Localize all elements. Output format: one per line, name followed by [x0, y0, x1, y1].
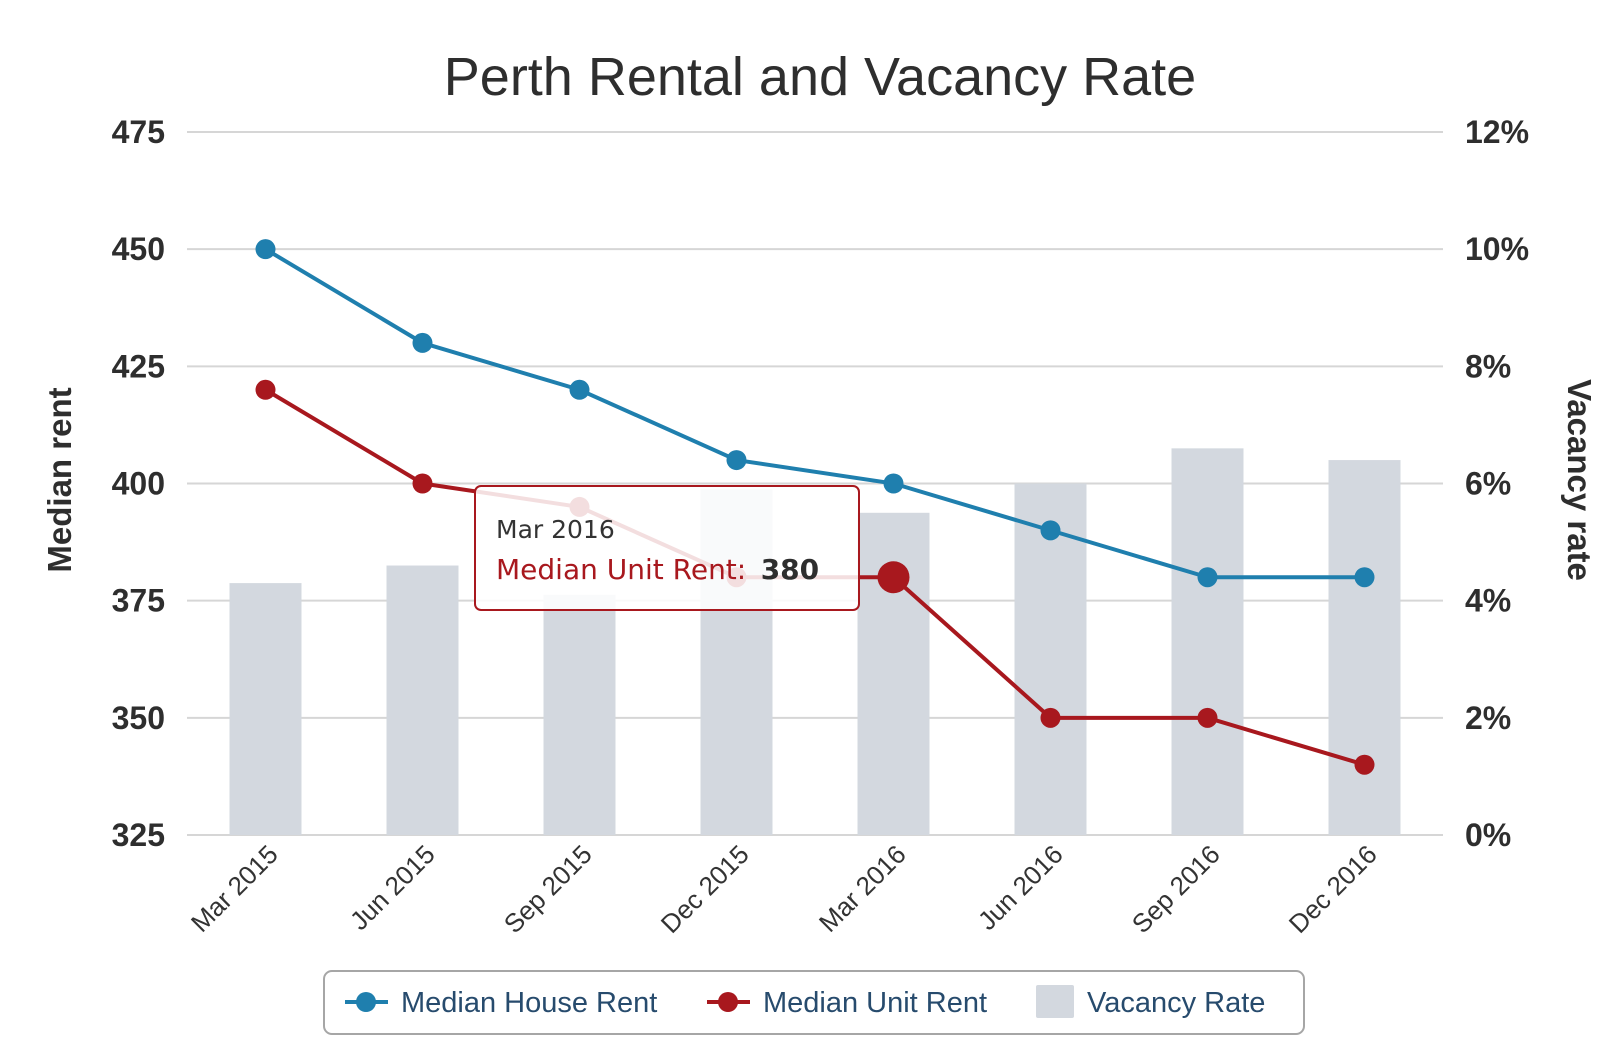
x-tick-label: Mar 2015 [185, 839, 284, 938]
vacancy-bar [229, 583, 302, 835]
y-right-tick-label: 6% [1465, 466, 1511, 502]
grid [187, 131, 1443, 836]
chart-title: Perth Rental and Vacancy Rate [444, 47, 1196, 107]
x-axis: Mar 2015 Jun 2015 Sep 2015 Dec 2015 Mar 2016… [185, 839, 1383, 939]
data-point [726, 450, 747, 471]
data-point [877, 561, 910, 594]
data-point [255, 379, 276, 400]
y-right-tick-label: 12% [1465, 114, 1529, 150]
vacancy-bar [857, 512, 930, 835]
y-left-tick-label: 425 [112, 348, 165, 384]
y-right-tick-label: 4% [1465, 583, 1511, 619]
data-point [883, 473, 904, 494]
legend-swatch-bar [1036, 985, 1074, 1018]
y-left-tick-label: 350 [112, 700, 165, 736]
x-tick-label: Sep 2016 [1126, 839, 1226, 939]
legend-item-house-rent[interactable]: Median House Rent [345, 987, 657, 1019]
y-right-tick-label: 2% [1465, 700, 1511, 736]
y-left-tick-label: 375 [112, 583, 165, 619]
y-left-tick-label: 400 [112, 466, 165, 502]
legend-swatch-marker [718, 992, 738, 1012]
y-right-tick-label: 8% [1465, 348, 1511, 384]
data-point [569, 379, 590, 400]
tooltip-box [474, 485, 860, 611]
x-tick-label: Dec 2016 [1283, 839, 1383, 939]
tooltip-value: 380 [761, 553, 819, 586]
data-point [255, 239, 276, 260]
x-tick-label: Jun 2015 [344, 839, 441, 936]
y-axis-left: 475 450 425 400 375 350 325 [112, 114, 165, 853]
data-point [1040, 707, 1061, 728]
vacancy-bars [229, 448, 1401, 835]
y-axis-right-title: Vacancy rate [1561, 379, 1598, 581]
tooltip-series-label: Median Unit Rent: [496, 553, 746, 586]
vacancy-bar [386, 565, 459, 835]
y-right-tick-label: 10% [1465, 231, 1529, 267]
y-right-tick-label: 0% [1465, 817, 1511, 853]
y-axis-left-title: Median rent [41, 387, 78, 572]
vacancy-bar [543, 594, 616, 835]
tooltip-line: Median Unit Rent: 380 [496, 553, 819, 586]
vacancy-bar [1328, 460, 1401, 835]
x-tick-label: Sep 2015 [498, 839, 598, 939]
legend-item-unit-rent[interactable]: Median Unit Rent [707, 987, 987, 1019]
y-left-tick-label: 475 [112, 114, 165, 150]
y-left-tick-label: 325 [112, 817, 165, 853]
legend-label: Median Unit Rent [763, 987, 987, 1019]
data-point [1197, 567, 1218, 588]
y-axis-right: 12% 10% 8% 6% 4% 2% 0% [1465, 114, 1529, 853]
tooltip: Mar 2016 Median Unit Rent: 380 [474, 485, 860, 611]
data-point [412, 473, 433, 494]
legend-swatch-marker [356, 992, 376, 1012]
y-left-tick-label: 450 [112, 231, 165, 267]
vacancy-bar [1171, 448, 1244, 835]
legend-item-vacancy-rate[interactable]: Vacancy Rate [1036, 985, 1265, 1019]
data-point [412, 332, 433, 353]
legend: Median House Rent Median Unit Rent Vacan… [323, 970, 1305, 1035]
data-point [1197, 707, 1218, 728]
legend-label: Vacancy Rate [1087, 987, 1265, 1019]
x-tick-label: Dec 2015 [655, 839, 755, 939]
data-point [1354, 754, 1375, 775]
data-point [1354, 567, 1375, 588]
vacancy-bar [1014, 483, 1087, 835]
x-tick-label: Jun 2016 [972, 839, 1069, 936]
data-point [1040, 520, 1061, 541]
series-line [264, 247, 1365, 580]
tooltip-date: Mar 2016 [496, 515, 615, 544]
legend-label: Median House Rent [401, 987, 657, 1019]
x-tick-label: Mar 2016 [813, 839, 912, 938]
